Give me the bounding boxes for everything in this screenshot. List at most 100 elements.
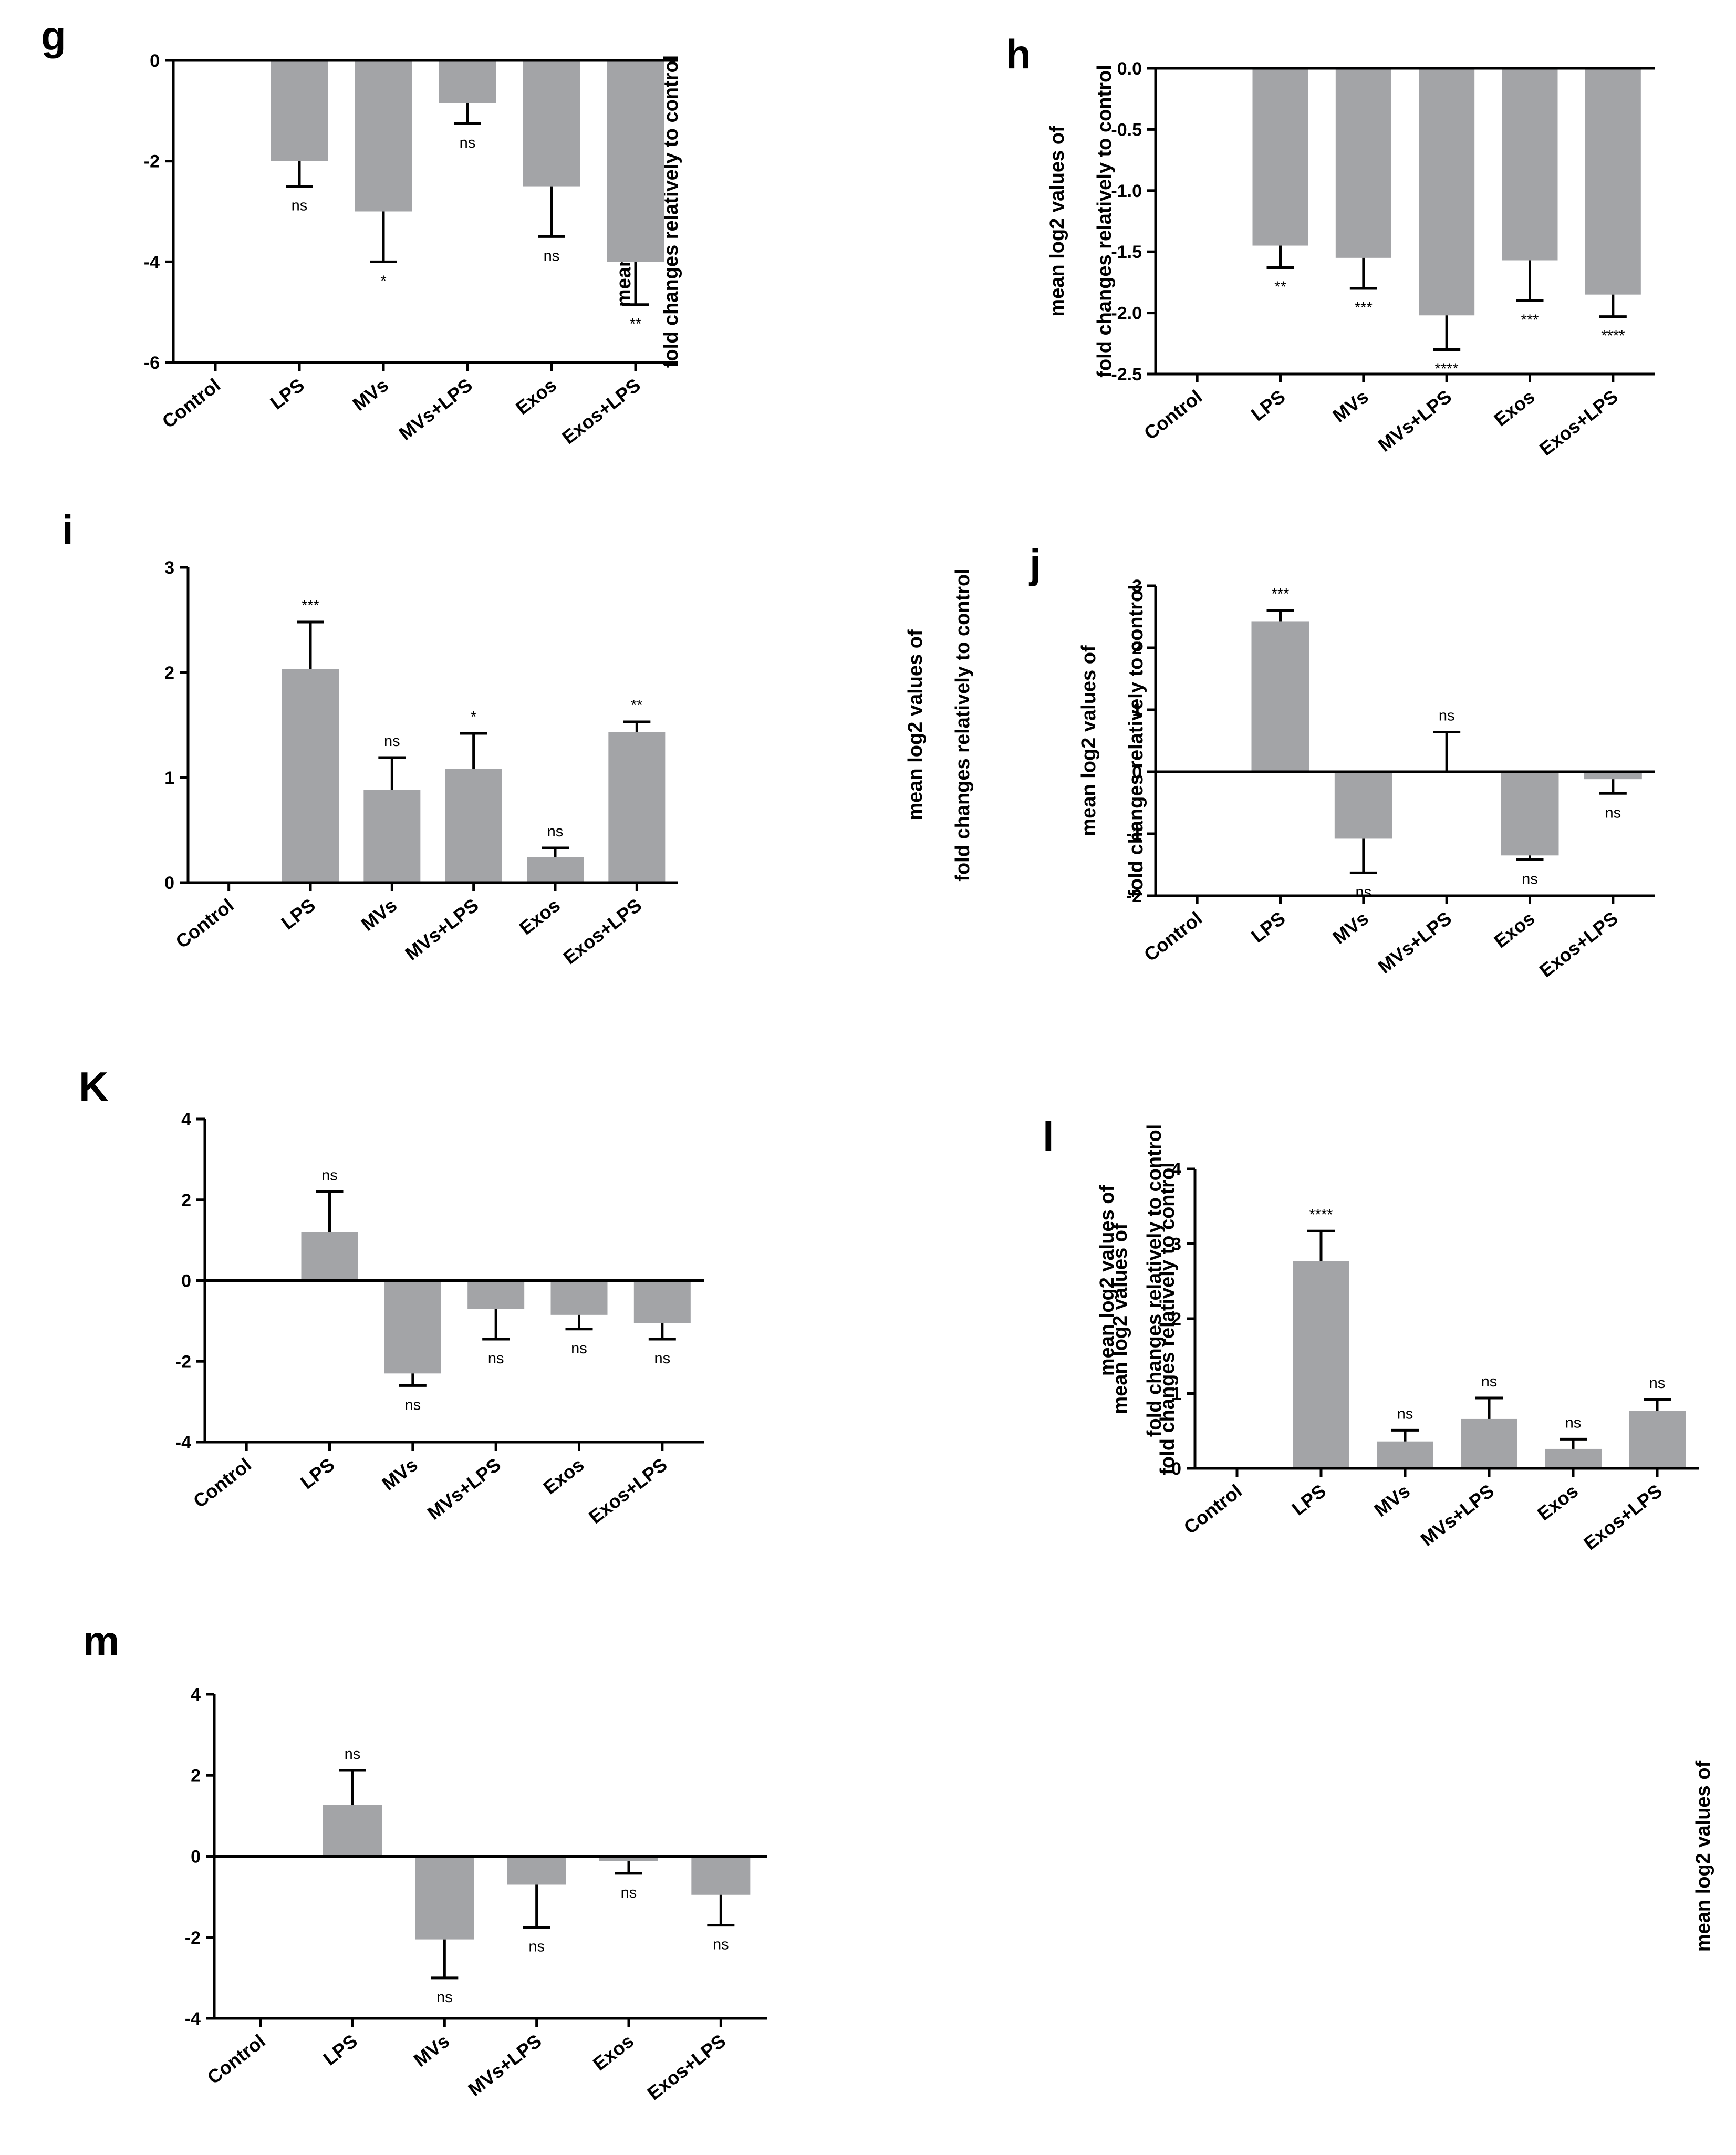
- bar-MVs: [1335, 68, 1391, 258]
- significance-Exos+LPS: ns: [1649, 1375, 1666, 1392]
- y-tick-label: 4: [1171, 1159, 1181, 1179]
- y-tick-label: -2: [1126, 886, 1142, 906]
- y-axis-title-line1: mean log2 values of: [1046, 126, 1068, 317]
- x-tick-label-Exos: Exos: [589, 2030, 638, 2075]
- bar-Exos: [599, 1856, 658, 1861]
- significance-Exos: ns: [1522, 871, 1538, 888]
- x-tick-label-MVs: MVs: [410, 2030, 454, 2071]
- x-tick-label-MVs: MVs: [357, 894, 401, 935]
- bar-Exos: [1545, 1448, 1602, 1468]
- significance-Exos: ns: [544, 247, 560, 264]
- bar-MVs+LPS: [1419, 68, 1475, 316]
- significance-MVs+LPS: ns: [488, 1350, 504, 1367]
- significance-MVs: ns: [436, 1989, 453, 2006]
- significance-LPS: ns: [321, 1167, 338, 1184]
- x-tick-label-LPS: LPS: [266, 374, 308, 413]
- significance-MVs: *: [380, 273, 386, 289]
- y-axis-title-line2: fold changes relatively to control: [1144, 1124, 1166, 1437]
- bar-Exos: [1501, 772, 1559, 856]
- panel-letter-h: h: [1006, 31, 1031, 77]
- x-tick-label-Exos: Exos: [1490, 386, 1539, 430]
- bar-LPS: [1293, 1261, 1349, 1468]
- significance-MVs: ns: [1397, 1405, 1413, 1422]
- panel-letter-i: i: [62, 506, 74, 553]
- bar-Exos+LPS: [1584, 772, 1642, 780]
- y-axis-title-line1: mean log2 values of: [1109, 1223, 1131, 1414]
- y-tick-label: 4: [181, 1110, 191, 1130]
- x-tick-label-Control: Control: [203, 2030, 269, 2088]
- chart-l: l mean log2 values of fold changes relativ…: [1043, 1113, 1699, 1554]
- y-tick-label: 0: [181, 1271, 191, 1291]
- significance-Exos+LPS: ns: [1605, 804, 1621, 821]
- y-tick-label: 3: [164, 558, 174, 578]
- y-tick-label: -1: [1126, 824, 1142, 844]
- y-tick-label: 0.0: [1117, 59, 1142, 79]
- bar-MVs: [363, 790, 421, 883]
- x-tick-label-Control: Control: [1180, 1480, 1246, 1538]
- significance-Exos: ns: [547, 823, 564, 840]
- y-axis-title-line2: fold changes relatively to control: [1094, 65, 1116, 377]
- y-tick-label: 2: [1171, 1309, 1181, 1329]
- y-tick-label: -2: [144, 152, 160, 172]
- y-tick-label: -4: [175, 1433, 191, 1453]
- bar-MVs: [1334, 772, 1392, 839]
- x-tick-label-Exos+LPS: Exos+LPS: [1535, 386, 1622, 460]
- bar-Exos: [527, 857, 584, 883]
- bar-MVs: [415, 1856, 474, 1940]
- y-tick-label: -4: [144, 252, 160, 272]
- significance-LPS: ***: [302, 597, 319, 614]
- chart-h: h mean log2 values of fold changes relativ…: [1006, 31, 1655, 460]
- significance-Exos: ns: [621, 1884, 637, 1901]
- x-tick-label-Exos: Exos: [1490, 907, 1539, 952]
- x-tick-label-MVs: MVs: [378, 1454, 422, 1495]
- x-tick-label-Exos+LPS: Exos+LPS: [1579, 1480, 1666, 1554]
- panel-letter-m: m: [83, 1618, 119, 1664]
- significance-MVs+LPS: ns: [1439, 707, 1455, 724]
- bar-LPS: [1251, 621, 1309, 772]
- significance-MVs: ***: [1355, 299, 1373, 316]
- bar-MVs: [355, 60, 412, 212]
- y-tick-label: 0: [164, 873, 174, 893]
- significance-Exos+LPS: ****: [1601, 328, 1625, 345]
- significance-MVs+LPS: ns: [460, 134, 476, 151]
- bar-Exos: [523, 60, 580, 187]
- significance-Exos: ns: [571, 1340, 587, 1357]
- significance-Exos+LPS: **: [630, 316, 642, 333]
- bar-Exos+LPS: [633, 1280, 691, 1323]
- y-axis-title-line1: mean log2 values of: [1692, 1761, 1714, 1952]
- significance-Exos: ns: [1565, 1414, 1582, 1431]
- bar-Exos: [1502, 68, 1558, 261]
- x-tick-label-LPS: LPS: [296, 1454, 338, 1493]
- significance-Exos+LPS: ns: [654, 1350, 671, 1367]
- bar-Exos+LPS: [608, 732, 666, 883]
- y-axis-title-line1: mean log2 values of: [905, 629, 927, 821]
- y-tick-label: -0.5: [1111, 120, 1142, 140]
- x-tick-label-LPS: LPS: [1288, 1480, 1330, 1519]
- significance-MVs+LPS: *: [471, 709, 476, 726]
- y-tick-label: 2: [1132, 638, 1142, 658]
- panel-letter-l: l: [1043, 1113, 1054, 1159]
- x-tick-label-MVs+LPS: MVs+LPS: [1374, 386, 1456, 456]
- bar-MVs+LPS: [439, 60, 496, 103]
- y-tick-label: -2.5: [1111, 365, 1142, 385]
- y-tick-label: 0: [150, 51, 160, 71]
- chart-j: j mean log2 values of fold changes relativ…: [1028, 541, 1655, 981]
- y-axis-title-line2: fold changes relatively to control: [1157, 1162, 1179, 1475]
- panel-letter-j: j: [1028, 541, 1041, 587]
- y-axis-title-line2: fold changes relatively to control: [952, 568, 974, 881]
- significance-MVs+LPS: ns: [528, 1938, 545, 1955]
- x-tick-label-LPS: LPS: [1247, 386, 1289, 425]
- y-tick-label: 1: [164, 768, 174, 788]
- bar-LPS: [301, 1232, 358, 1281]
- significance-Exos+LPS: ns: [713, 1936, 729, 1953]
- x-tick-label-MVs+LPS: MVs+LPS: [395, 374, 476, 444]
- x-tick-label-Control: Control: [189, 1454, 255, 1512]
- x-tick-label-Exos+LPS: Exos+LPS: [1535, 907, 1622, 981]
- y-tick-label: 0: [1171, 1459, 1181, 1479]
- panel-letter-g: g: [41, 13, 66, 59]
- bar-Exos+LPS: [1585, 68, 1641, 295]
- x-tick-label-LPS: LPS: [1247, 907, 1289, 947]
- y-tick-label: 1: [1132, 700, 1142, 720]
